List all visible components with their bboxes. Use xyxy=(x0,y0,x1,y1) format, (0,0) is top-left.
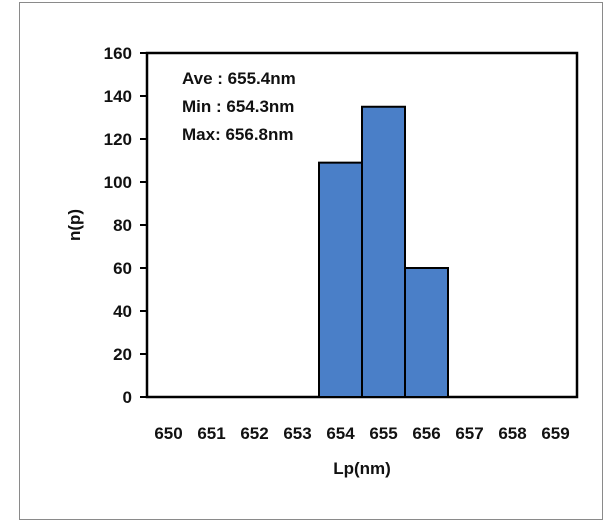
x-tick-label: 651 xyxy=(197,424,225,443)
x-tick-label: 650 xyxy=(154,424,182,443)
bar-656 xyxy=(404,267,449,398)
x-axis-ticks: 650 651 652 653 654 655 656 657 658 659 xyxy=(154,424,569,443)
x-axis-title: Lp(nm) xyxy=(333,459,391,478)
stat-maximum: Max: 656.8nm xyxy=(182,125,294,144)
y-tick-label: 40 xyxy=(113,302,132,321)
bars-group xyxy=(318,105,449,398)
y-tick-label: 20 xyxy=(113,345,132,364)
chart-frame xyxy=(19,2,603,520)
x-tick-label: 658 xyxy=(498,424,526,443)
x-tick-label: 655 xyxy=(369,424,397,443)
x-tick-label: 654 xyxy=(326,424,355,443)
x-tick-label: 656 xyxy=(412,424,440,443)
x-tick-label: 652 xyxy=(240,424,268,443)
stat-average: Ave : 655.4nm xyxy=(182,69,296,88)
y-axis-ticks: 0 20 40 60 80 100 120 140 160 xyxy=(104,44,147,407)
bar-654 xyxy=(318,161,363,398)
y-tick-label: 60 xyxy=(113,259,132,278)
x-tick-label: 653 xyxy=(283,424,311,443)
y-tick-label: 140 xyxy=(104,87,132,106)
y-axis-title: n(p) xyxy=(65,209,84,241)
y-tick-label: 160 xyxy=(104,44,132,63)
x-tick-label: 657 xyxy=(455,424,483,443)
y-tick-label: 0 xyxy=(123,388,132,407)
bar-655 xyxy=(361,105,406,398)
x-tick-label: 659 xyxy=(541,424,569,443)
y-tick-label: 120 xyxy=(104,130,132,149)
y-tick-label: 100 xyxy=(104,173,132,192)
stat-minimum: Min : 654.3nm xyxy=(182,97,294,116)
y-tick-label: 80 xyxy=(113,216,132,235)
